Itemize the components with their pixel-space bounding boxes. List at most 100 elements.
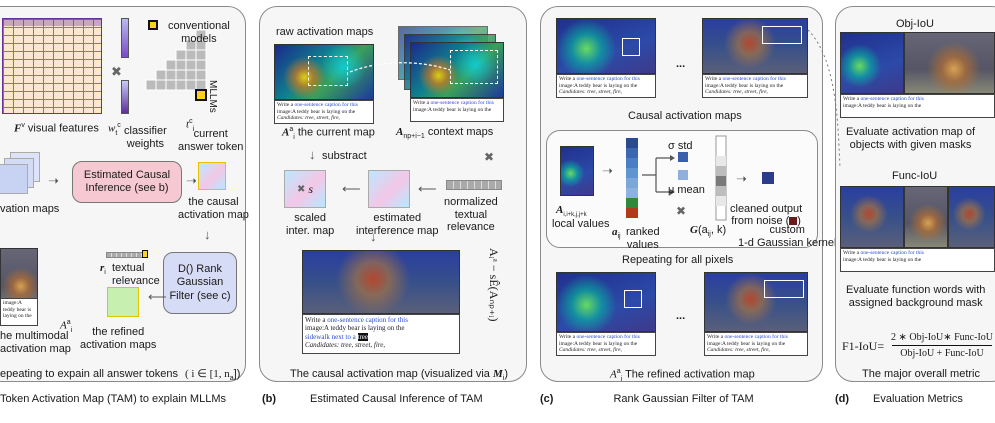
f1-iou-fraction-bar	[892, 345, 992, 346]
refined-c-sup: a	[616, 368, 621, 375]
visual-features-sup: v	[21, 122, 25, 129]
caption-blue: one-sentence caption for this	[860, 96, 924, 102]
causal-map-c1	[556, 18, 656, 74]
dashed-connector	[349, 62, 451, 73]
caption-blue: one-sentence caption for this	[327, 316, 408, 324]
func-iou-title: Func-IoU	[892, 170, 938, 182]
causal-map-c1-region	[622, 38, 640, 56]
caption-line2: image:A teddy bear is laying on the	[843, 102, 922, 109]
caption-prefix: Write a	[277, 102, 294, 108]
token-sup: c	[189, 118, 193, 125]
caption-prefix: Write a	[413, 100, 430, 106]
func-iou-image-1	[840, 186, 904, 248]
causal-map-c2	[702, 18, 808, 74]
classifier-symbol: w	[108, 122, 116, 135]
caption-highlight: tree	[357, 332, 368, 341]
caption-candidates: Candidates: tree, street, fire,	[305, 341, 386, 350]
f1-iou-numerator: 2 ∗ Obj-IoU∗ Func-IoU	[890, 332, 994, 343]
gaussian-kernel-symbol-label: G(aij, k)	[690, 224, 726, 239]
gaussian-kernel-column	[715, 135, 727, 221]
ranked-symbol-label: aij	[612, 226, 621, 241]
caption-prefix: Write a	[705, 76, 722, 82]
multimodal-label: he multimodal activation map	[0, 330, 71, 355]
textual-relevance-symbol: r	[100, 262, 105, 274]
caption-blue: one-sentence caption for this	[724, 334, 788, 340]
cleaned-output-end: )	[797, 215, 801, 228]
causal-activation-maps-label: Causal activation maps	[628, 110, 742, 122]
arrow-right-1: ➝	[48, 173, 59, 188]
gaussian-kernel-label: custom 1-d Gaussian kernel	[738, 224, 837, 249]
bottom-c-letter: (c)	[540, 393, 554, 405]
caption-prefix: Write a	[559, 334, 576, 340]
repeating-range-sub: a	[229, 375, 234, 383]
classifier-sub: t	[115, 129, 118, 137]
scaled-inter-map-square: ✖ s	[284, 170, 326, 208]
visual-features-highlight-row	[2, 18, 102, 26]
refined-c-symbol: A	[610, 368, 617, 381]
scaled-symbol: s	[308, 181, 314, 196]
textual-relevance-label: textual relevance	[112, 262, 160, 287]
arrow-left-1: ⟵	[148, 289, 167, 304]
local-values-symbol: A	[556, 204, 564, 216]
func-iou-image-3	[948, 186, 995, 248]
causal-map-c1-caption: Write a one-sentence caption for this im…	[556, 74, 656, 98]
refined-sup: a	[66, 319, 71, 326]
mean-label: μ mean	[668, 184, 705, 196]
rank-gaussian-filter-box: D() Rank Gaussian Filter (see c)	[163, 252, 237, 314]
causal-activation-map-sym: M	[492, 368, 503, 380]
bottom-caption-a: Token Activation Map (TAM) to explain ML…	[0, 393, 226, 405]
refined-activation-thumb	[107, 287, 139, 317]
std-label: σ std	[668, 140, 693, 152]
caption-line3: sidewalk next to a	[305, 332, 356, 341]
caption-blue: one-sentence caption for this	[430, 100, 494, 106]
token-symbol: t	[186, 118, 190, 131]
cleaned-output-swatch	[789, 217, 798, 226]
causal-activation-map-image	[302, 250, 460, 314]
refined-map-c2	[704, 272, 808, 332]
kernel-args-sub: ij	[707, 231, 711, 239]
caption-line2: image:A teddy bear is laying on the	[413, 106, 492, 113]
estimated-causal-inference-text: Estimated Causal Inference (see b)	[83, 168, 171, 194]
conventional-models-label: conventional models	[168, 20, 230, 45]
func-iou-caption: Write a one-sentence caption for this im…	[840, 248, 995, 272]
evaluate-activation-label: Evaluate activation map of objects with …	[846, 126, 976, 151]
mllms-label: MLLMs	[207, 80, 218, 113]
token-symbol-label: tci	[186, 118, 194, 134]
caption-candidates: Candidates: tree, street, fire,	[559, 347, 622, 354]
caption-blue: one-sentence caption for this	[860, 250, 924, 256]
current-map-sup: a	[289, 126, 294, 133]
caption-blue: one-sentence caption for this	[576, 76, 640, 82]
visual-features-symbol: F	[14, 122, 22, 135]
refined-map-c1-caption: Write a one-sentence caption for this im…	[556, 332, 656, 356]
formula-side-label: Aᵢᵃ − sÊ(Aₙₚ₊ᵢ)	[487, 248, 501, 322]
visual-features-matrix	[2, 18, 102, 114]
refined-map-c1-region	[624, 290, 642, 308]
arrow-down-1: ↓	[204, 227, 211, 242]
normalized-textual-relevance-bar	[446, 180, 502, 190]
repeating-all-pixels-label: Repeating for all pixels	[622, 254, 734, 266]
dotted-connector-cd	[807, 29, 841, 169]
obj-iou-image-1	[840, 32, 904, 94]
refined-map-c2-region	[764, 280, 804, 298]
ranked-values-column	[626, 138, 638, 218]
caption-line2: image:A teddy bear is laying on the	[559, 82, 638, 89]
kernel-args: (a	[697, 224, 708, 236]
current-map-label: Aai the current map	[282, 126, 375, 142]
caption-prefix: Write a	[559, 76, 576, 82]
arrow-down-substract: ↓	[309, 147, 316, 162]
refined-symbol-label: Aai	[60, 319, 72, 335]
local-values-symbol-label: Ai,i+k,j,j+k	[556, 204, 587, 219]
rank-gaussian-filter-text: D() Rank Gaussian Filter (see c)	[169, 263, 231, 302]
arrow-down-b: ↓	[370, 229, 377, 244]
current-map-dashed-region	[308, 56, 348, 86]
caption-prefix: Write a	[305, 316, 326, 324]
causal-map-c2-caption: Write a one-sentence caption for this im…	[702, 74, 808, 98]
caption-line2: image:A teddy bear is laying on the	[707, 340, 786, 347]
multiply-icon: ✖	[111, 64, 122, 79]
current-map-caption: Write a one-sentence caption for this im…	[274, 100, 374, 124]
current-map-symbol: A	[282, 126, 290, 139]
caption-prefix: Write a	[707, 334, 724, 340]
classifier-symbol-label: wtc	[108, 122, 121, 138]
activation-maps-label: vation maps	[0, 203, 60, 215]
refined-sub: i	[70, 326, 73, 334]
